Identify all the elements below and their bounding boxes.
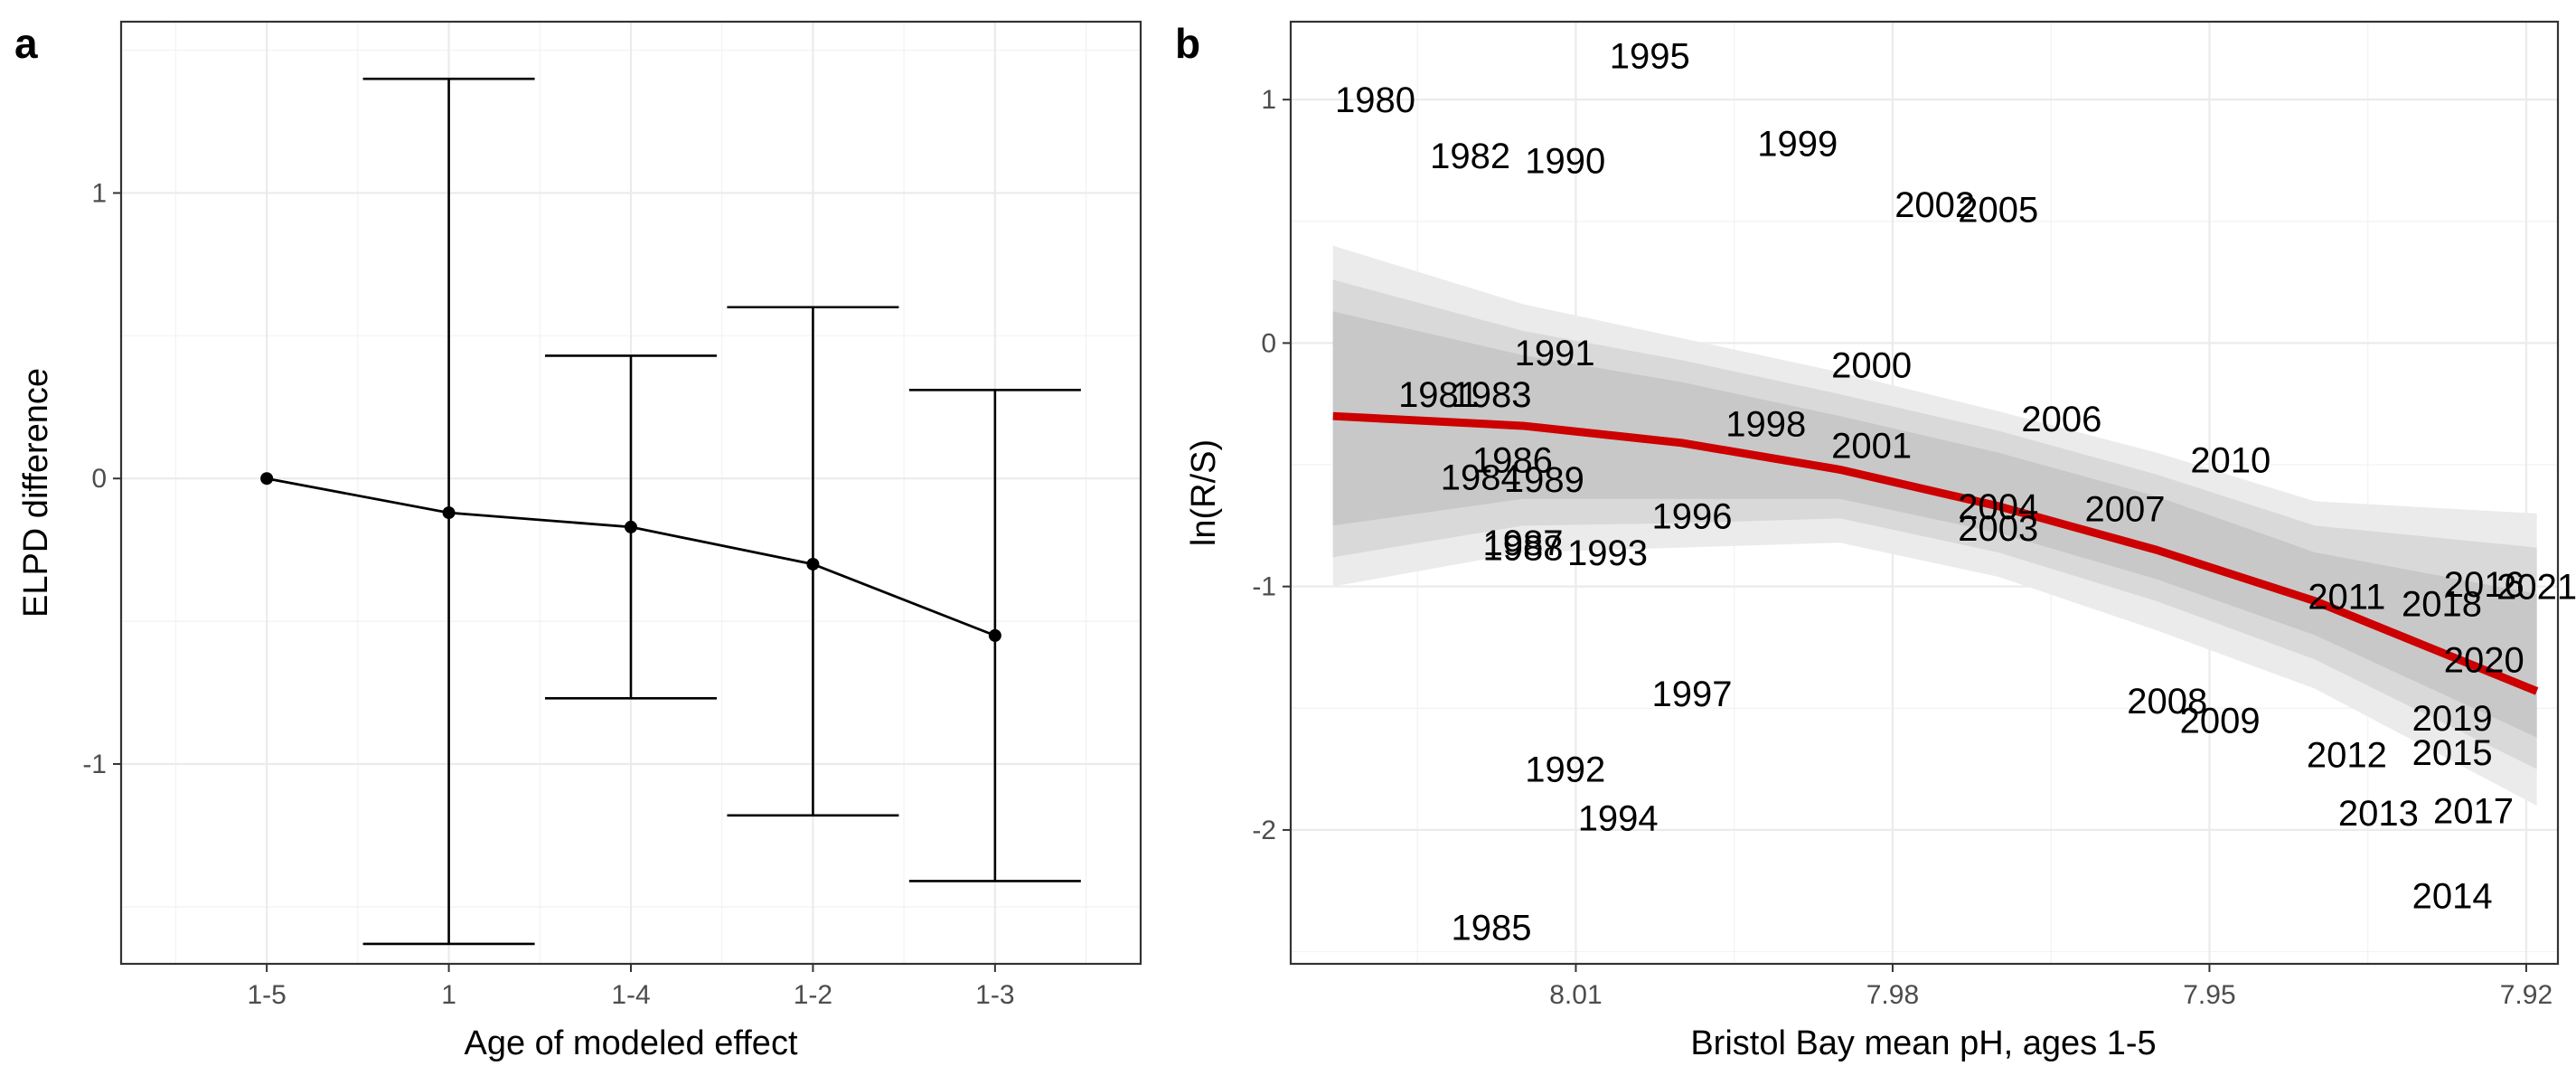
- year-label: 1990: [1525, 141, 1605, 181]
- year-label: 1982: [1430, 137, 1510, 176]
- x-tick-label: 1-3: [975, 980, 1014, 1010]
- year-label: 1986: [1472, 441, 1553, 481]
- year-label: 1985: [1451, 909, 1531, 948]
- panel-b-credible-ribbons: [1332, 245, 2537, 806]
- year-label: 2010: [2190, 441, 2270, 481]
- panel-b: b 19801981198219831984198519861987198819…: [1175, 20, 2576, 1062]
- panel-b-ticks: -2 -1 0 1 8.01 7.98 7.95 7.92: [1252, 85, 2552, 1010]
- year-label: 2012: [2307, 735, 2387, 775]
- panel-a-x-axis-title: Age of modeled effect: [465, 1024, 798, 1062]
- panel-b-fit-line-group: [1332, 411, 2539, 695]
- year-label: 2007: [2084, 490, 2165, 530]
- y-tick-label: -2: [1252, 816, 1276, 845]
- y-tick-label: 1: [1261, 85, 1276, 115]
- x-tick-label: 7.95: [2183, 980, 2235, 1010]
- x-tick-label: 1: [441, 980, 456, 1010]
- year-label: 2018: [2402, 585, 2482, 625]
- year-label: 1991: [1515, 334, 1595, 373]
- panel-a-letter: a: [14, 20, 38, 67]
- panel-a-ticks: -1 0 1 1-5 1 1-4 1-2 1-3: [82, 178, 1014, 1010]
- year-label: 2004: [1958, 487, 2038, 527]
- x-tick-label: 8.01: [1549, 980, 1602, 1010]
- year-label: 1999: [1757, 125, 1838, 165]
- year-label: 2017: [2433, 791, 2514, 831]
- year-label: 1996: [1651, 497, 1732, 537]
- data-point: [260, 472, 274, 486]
- x-tick-label: 1-5: [247, 980, 286, 1010]
- data-point: [625, 520, 637, 533]
- year-label: 1997: [1651, 675, 1732, 714]
- year-label: 1987: [1483, 524, 1564, 563]
- year-label: 2019: [2412, 699, 2493, 739]
- year-label: 2003: [1958, 509, 2038, 549]
- year-label: 1981: [1398, 375, 1479, 415]
- panel-a-y-axis-title: ELPD difference: [17, 368, 55, 618]
- y-tick-label: 0: [91, 464, 107, 494]
- year-label: 1983: [1451, 375, 1531, 415]
- credible-ribbon-3: [1332, 311, 2537, 738]
- year-label: 2009: [2180, 702, 2261, 741]
- year-label: 2000: [1831, 346, 1912, 386]
- year-label: 1995: [1610, 37, 1690, 77]
- panel-b-y-axis-title: ln(R/S): [1185, 439, 1223, 546]
- panel-b-border: [1289, 20, 2560, 966]
- year-label: 1993: [1567, 533, 1648, 573]
- data-point: [442, 506, 456, 520]
- year-label: 1989: [1504, 460, 1584, 500]
- year-label: 1984: [1441, 458, 1521, 497]
- year-label: 2001: [1831, 426, 1912, 466]
- year-label: 2013: [2338, 794, 2419, 834]
- year-label: 1988: [1483, 529, 1564, 569]
- x-tick-label: 7.98: [1866, 980, 1919, 1010]
- y-tick-label: -1: [82, 750, 107, 779]
- y-tick-label: -1: [1252, 572, 1276, 602]
- year-label: 2020: [2444, 640, 2524, 680]
- year-label: 2005: [1958, 190, 2038, 230]
- panel-a-marks: [260, 77, 1081, 946]
- y-tick-label: 1: [91, 178, 107, 208]
- year-label: 1992: [1525, 750, 1605, 790]
- year-label: 2008: [2127, 682, 2207, 722]
- x-tick-label: 1-2: [794, 980, 832, 1010]
- year-label: 2015: [2412, 733, 2493, 773]
- year-label: 2021: [2496, 568, 2576, 608]
- year-label: 2002: [1894, 185, 1975, 225]
- data-point: [806, 557, 820, 571]
- panel-a: a -1 0 1 1-5 1 1-4 1-2 1-3 Age of modeled effec…: [14, 20, 1142, 1062]
- year-label: 1998: [1725, 404, 1806, 444]
- year-label: 1994: [1578, 798, 1659, 838]
- x-tick-label: 1-4: [611, 980, 650, 1010]
- year-label: 2016: [2444, 565, 2524, 605]
- data-point: [988, 628, 1001, 642]
- year-label: 2006: [2021, 400, 2101, 439]
- panel-b-x-axis-title: Bristol Bay mean pH, ages 1-5: [1690, 1024, 2156, 1062]
- panel-b-letter: b: [1175, 20, 1200, 67]
- year-label: 1980: [1335, 80, 1415, 120]
- y-tick-label: 0: [1261, 328, 1276, 358]
- x-tick-label: 7.92: [2500, 980, 2552, 1010]
- year-label: 2011: [2308, 577, 2385, 617]
- year-label: 2014: [2412, 877, 2493, 917]
- fit-line: [1332, 411, 2539, 695]
